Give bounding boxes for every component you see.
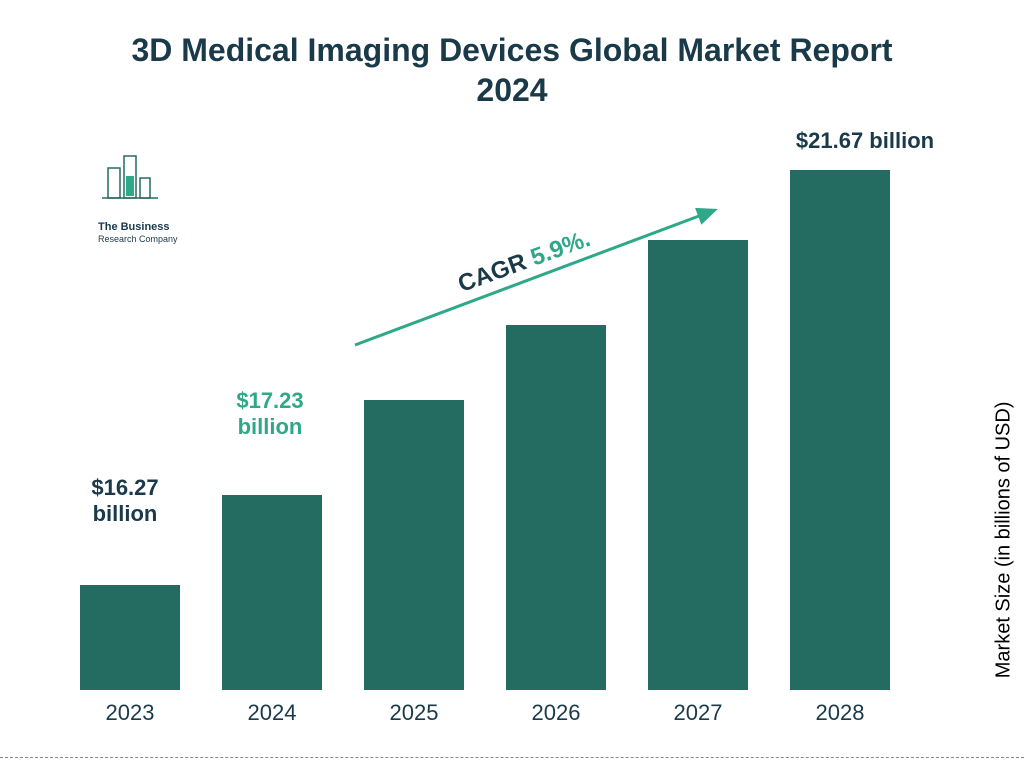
- bar-2026: 2026: [506, 325, 606, 690]
- footer-divider: [0, 757, 1024, 758]
- value-amount: $16.27: [91, 475, 158, 500]
- x-axis-label: 2025: [364, 700, 464, 726]
- growth-arrow-icon: [340, 200, 740, 360]
- value-label-2023: $16.27 billion: [60, 475, 190, 528]
- bar-2028: 2028: [790, 170, 890, 690]
- value-amount: $17.23: [236, 388, 303, 413]
- value-label-2028: $21.67 billion: [775, 128, 955, 154]
- value-unit: billion: [238, 414, 303, 439]
- x-axis-label: 2028: [790, 700, 890, 726]
- cagr-annotation: CAGR 5.9%.: [340, 200, 740, 350]
- y-axis-label: Market Size (in billions of USD): [993, 402, 1016, 679]
- x-axis-label: 2026: [506, 700, 606, 726]
- chart-title: 3D Medical Imaging Devices Global Market…: [112, 30, 912, 110]
- bar-2024: 2024: [222, 495, 322, 690]
- value-unit: billion: [93, 501, 158, 526]
- x-axis-label: 2023: [80, 700, 180, 726]
- value-amount: $21.67 billion: [796, 128, 934, 153]
- value-label-2024: $17.23 billion: [205, 388, 335, 441]
- bar-2025: 2025: [364, 400, 464, 690]
- bar-2023: 2023: [80, 585, 180, 690]
- x-axis-label: 2024: [222, 700, 322, 726]
- x-axis-label: 2027: [648, 700, 748, 726]
